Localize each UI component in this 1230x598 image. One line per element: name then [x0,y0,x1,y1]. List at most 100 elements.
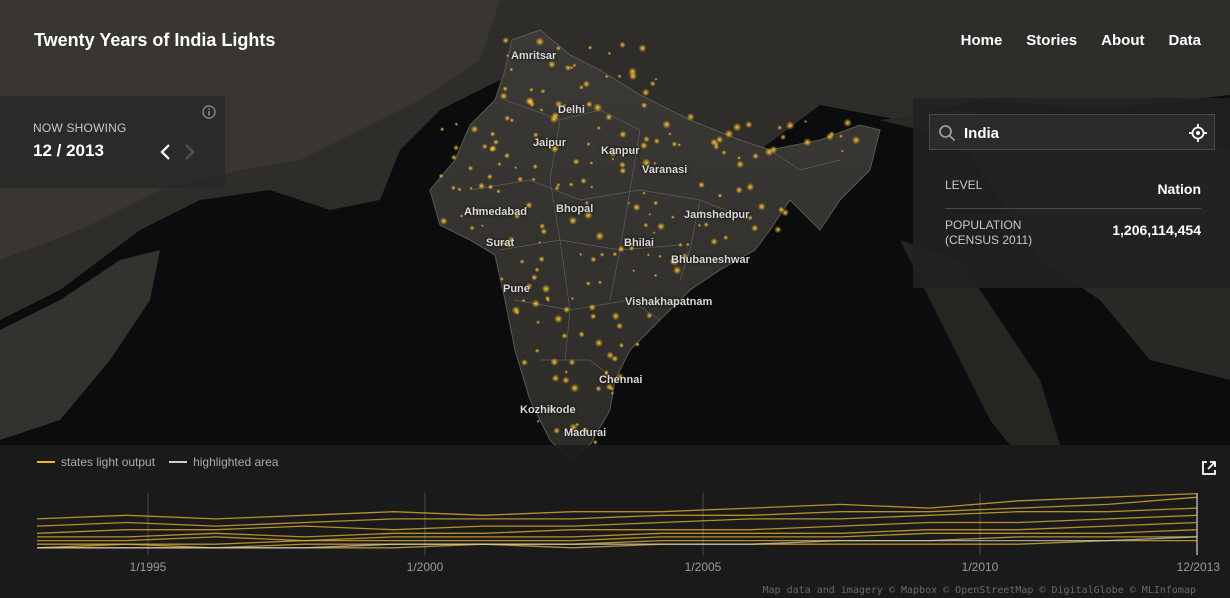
light-dot [584,200,590,206]
series-line [37,521,1198,542]
light-dot [593,103,603,113]
light-dot [658,254,662,259]
light-dot [570,66,574,70]
x-tick-label: 1/2005 [685,560,722,574]
light-dot [627,201,631,205]
series-line [36,507,1198,534]
light-dot [757,202,766,211]
light-dot [610,391,615,396]
legend-item-states: states light output [37,455,155,469]
light-dot [547,406,555,414]
series-line [37,536,1198,549]
light-dot [632,269,636,273]
light-dot [588,303,596,312]
light-dot [634,341,640,347]
search-icon [939,125,956,142]
light-dot [653,273,658,278]
light-dot [499,240,505,246]
light-dot [628,72,638,81]
app-title[interactable]: Twenty Years of India Lights [34,30,276,50]
light-dot [619,41,626,48]
light-dot [671,141,678,148]
light-dot [698,210,704,215]
light-dot [481,143,488,150]
light-dot [438,173,444,179]
light-dot [611,312,620,321]
light-dot [489,131,496,137]
light-dot [572,63,577,68]
nav-data[interactable]: Data [1168,32,1201,49]
light-dot [590,313,597,320]
light-dot [514,166,518,170]
light-dot [539,223,546,230]
series-line [36,496,1198,527]
now-showing-panel: NOW SHOWING 12 / 2013 [0,96,225,188]
light-dot [502,86,509,92]
x-tick-label: 1/1995 [130,560,167,574]
light-dot [521,298,526,303]
light-dot [550,357,559,367]
light-dot [803,119,808,124]
app-header: Twenty Years of India Lights Home Storie… [0,0,1230,80]
light-dot [723,235,729,241]
city-label: Delhi [558,104,585,116]
light-dot [562,376,570,385]
light-dot [617,74,622,79]
city-label: Amritsar [511,50,557,62]
light-dot [486,173,493,180]
population-label: POPULATION [945,218,1022,232]
light-dot [777,125,783,131]
light-dot [487,184,494,190]
light-dot [554,185,560,191]
region-search[interactable] [929,114,1215,150]
map-attribution[interactable]: Map data and imagery © Mapbox © OpenStre… [762,585,1196,596]
light-dot [616,372,624,381]
light-dot [672,266,682,275]
city-label: Bhopal [556,203,594,215]
light-dot [670,257,680,267]
nav-home[interactable]: Home [960,32,1003,49]
next-month-button[interactable] [180,140,200,164]
light-dot [585,281,591,286]
light-dot [654,77,658,81]
light-dot [535,37,545,46]
light-dot [546,298,550,303]
light-dot [643,135,650,143]
nav-about[interactable]: About [1101,32,1145,49]
light-dot [629,148,633,152]
light-dot [457,187,462,192]
light-dot [736,160,744,169]
light-dot [641,158,651,168]
city-label: Kanpur [601,145,640,157]
light-dot [616,322,623,330]
light-dot [564,64,572,72]
light-dot [609,150,617,158]
previous-month-button[interactable] [155,140,175,164]
light-dot [698,181,705,189]
light-dot [652,231,656,235]
light-dot [540,228,548,235]
city-label: Madurai [564,427,607,439]
legend-swatch-highlighted [169,461,188,463]
light-dot [525,201,533,209]
light-dot [533,132,539,138]
light-dot [513,212,521,220]
light-dot [578,84,584,90]
city-label: Chennai [599,374,643,386]
light-dot [735,186,743,194]
light-output-chart[interactable]: 1/1995 1/2000 1/2005 1/2010 12/2013 [0,445,1230,598]
light-dot [536,419,540,423]
city-label: Bhilai [624,237,654,249]
light-dot [628,245,635,251]
light-dot [555,45,561,51]
info-icon[interactable] [202,105,216,119]
locate-icon[interactable] [1188,123,1208,143]
level-value: Nation [1157,181,1201,197]
light-dot [470,125,479,134]
search-input[interactable] [962,121,1186,145]
external-link-icon[interactable] [1201,460,1217,476]
light-dot [594,338,604,348]
nav-stories[interactable]: Stories [1026,32,1078,49]
light-dot [678,242,683,248]
light-dot [506,242,512,248]
